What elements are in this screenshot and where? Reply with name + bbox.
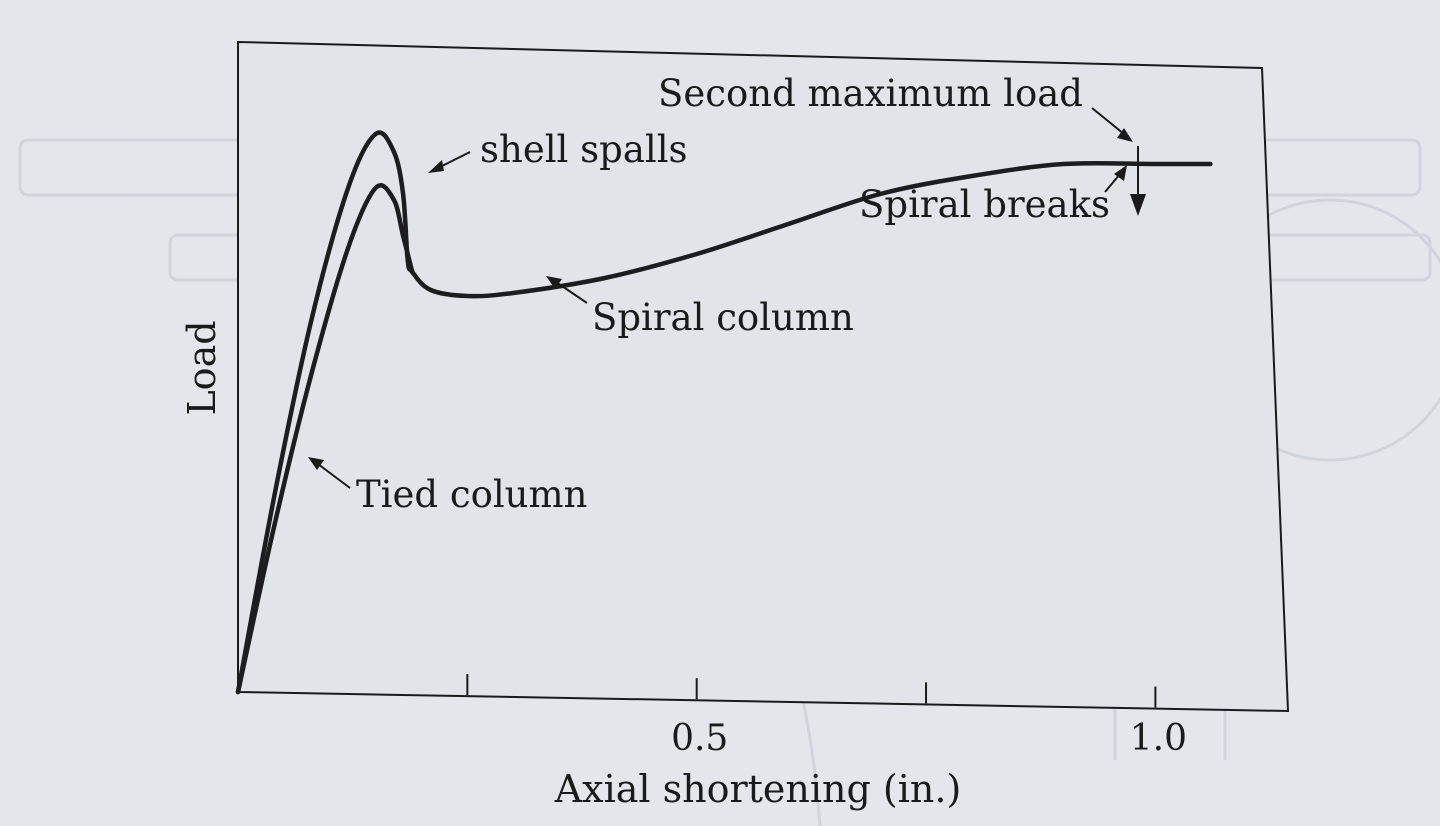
annotation-spiral-column: Spiral column: [592, 296, 854, 339]
second-maximum-leader: [1091, 107, 1125, 135]
second-maximum-arrowhead: [1117, 128, 1133, 142]
y-axis-label: Load: [180, 320, 224, 415]
x-axis-tick-labels: 0.5 1.0: [671, 718, 1187, 759]
series-spiral-column-line: [235, 130, 1213, 695]
spiral-breaks-leader: [1104, 173, 1121, 193]
x-tick-label-1: 1.0: [1130, 718, 1187, 759]
annotation-shell-spalls: shell spalls: [480, 128, 688, 171]
x-tick-label-0: 0.5: [671, 718, 728, 759]
spiral-column-leader: [555, 281, 588, 304]
annotation-tied-column: Tied column: [356, 473, 587, 516]
annotation-second-maximum-load: Second maximum load: [658, 72, 1083, 115]
series-tied-column-line: [235, 183, 415, 695]
annotation-spiral-breaks: Spiral breaks: [859, 183, 1110, 226]
series-layer: [235, 130, 1213, 695]
tied-column-arrowhead: [308, 457, 324, 470]
x-axis-label: Axial shortening (in.): [554, 767, 962, 811]
tied-column-leader: [317, 463, 351, 489]
shell-spalls-leader: [437, 151, 471, 169]
x-axis-ticks: [466, 674, 1157, 708]
spiral-breaks-drop-arrowhead: [1130, 194, 1146, 216]
shell-spalls-arrowhead: [428, 160, 444, 173]
annotation-leaders: [308, 107, 1146, 489]
spiral-column-arrowhead: [546, 276, 562, 289]
spiral-breaks-arrowhead: [1114, 165, 1127, 181]
plot-frame: [237, 40, 1290, 713]
